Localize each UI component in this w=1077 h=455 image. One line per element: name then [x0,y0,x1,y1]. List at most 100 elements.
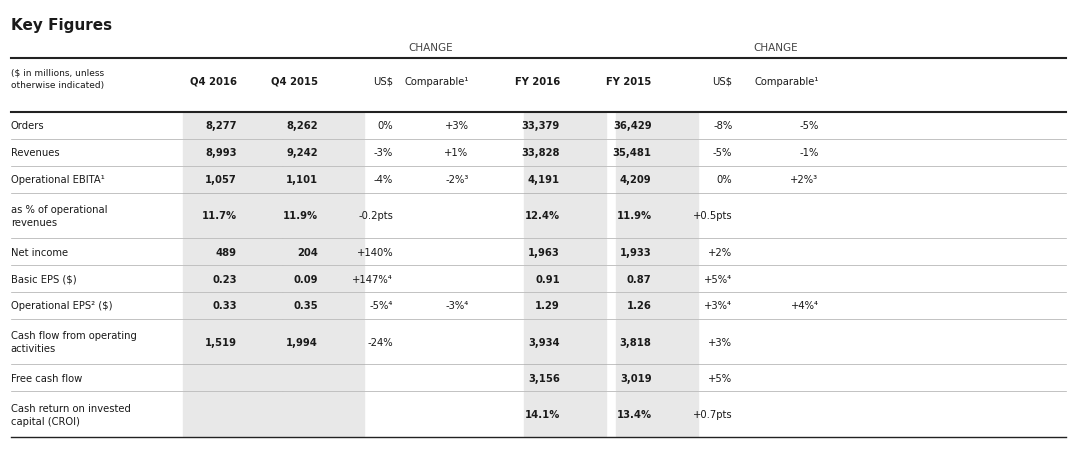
Text: as % of operational
revenues: as % of operational revenues [11,205,108,228]
Text: 4,191: 4,191 [528,175,560,185]
Bar [282,194,364,238]
Text: 4,209: 4,209 [620,175,652,185]
Text: 8,262: 8,262 [286,121,318,131]
Text: 1.29: 1.29 [535,301,560,311]
Text: +5%: +5% [709,373,732,383]
Text: 0.91: 0.91 [535,274,560,284]
Bar [183,114,283,139]
Bar [524,114,606,139]
Text: Cash return on invested
capital (CROI): Cash return on invested capital (CROI) [11,403,130,425]
Bar [282,114,364,139]
Bar [282,141,364,166]
Text: -1%: -1% [799,148,819,158]
Bar [183,366,283,390]
Text: 1,994: 1,994 [285,337,318,347]
Bar [282,240,364,265]
Text: 33,379: 33,379 [521,121,560,131]
Bar [524,240,606,265]
Bar [524,366,606,390]
Bar [616,267,698,291]
Bar [616,114,698,139]
Bar [282,167,364,192]
Bar [183,320,283,364]
Bar [616,293,698,318]
Bar [616,240,698,265]
Bar [183,293,283,318]
Bar [524,267,606,291]
Text: +4%⁴: +4%⁴ [791,301,819,311]
Text: Q4 2016: Q4 2016 [190,76,237,86]
Text: +140%: +140% [356,247,393,257]
Text: 14.1%: 14.1% [524,410,560,419]
Text: Revenues: Revenues [11,148,59,158]
Text: 489: 489 [216,247,237,257]
Text: +2%: +2% [709,247,732,257]
Text: -24%: -24% [367,337,393,347]
Bar [524,392,606,436]
Text: FY 2016: FY 2016 [515,76,560,86]
Text: 11.9%: 11.9% [616,211,652,221]
Text: 0.33: 0.33 [212,301,237,311]
Text: 33,828: 33,828 [521,148,560,158]
Text: +0.7pts: +0.7pts [693,410,732,419]
Text: +1%: +1% [445,148,468,158]
Text: FY 2015: FY 2015 [606,76,652,86]
Text: Basic EPS ($): Basic EPS ($) [11,274,76,284]
Text: Operational EPS² ($): Operational EPS² ($) [11,301,112,311]
Text: +0.5pts: +0.5pts [693,211,732,221]
Text: +3%⁴: +3%⁴ [704,301,732,311]
Text: -3%⁴: -3%⁴ [445,301,468,311]
Text: 0%: 0% [716,175,732,185]
Bar [183,167,283,192]
Text: 0%: 0% [377,121,393,131]
Text: +5%⁴: +5%⁴ [704,274,732,284]
Text: 36,429: 36,429 [613,121,652,131]
Text: 12.4%: 12.4% [524,211,560,221]
Text: 0.87: 0.87 [627,274,652,284]
Bar [282,267,364,291]
Text: 3,156: 3,156 [528,373,560,383]
Text: CHANGE: CHANGE [408,43,453,53]
Text: 8,993: 8,993 [206,148,237,158]
Text: Operational EBITA¹: Operational EBITA¹ [11,175,104,185]
Text: +2%³: +2%³ [791,175,819,185]
Bar [183,392,283,436]
Text: 3,934: 3,934 [529,337,560,347]
Bar [183,240,283,265]
Text: 1,057: 1,057 [206,175,237,185]
Text: 11.7%: 11.7% [201,211,237,221]
Bar [616,366,698,390]
Bar [616,194,698,238]
Text: Comparable¹: Comparable¹ [754,76,819,86]
Bar [616,392,698,436]
Bar [524,167,606,192]
Text: 8,277: 8,277 [206,121,237,131]
Text: Orders: Orders [11,121,44,131]
Text: 1,101: 1,101 [285,175,318,185]
Bar [524,293,606,318]
Text: -5%⁴: -5%⁴ [369,301,393,311]
Text: -2%³: -2%³ [445,175,468,185]
Text: Key Figures: Key Figures [11,18,112,33]
Bar [524,320,606,364]
Text: 9,242: 9,242 [286,148,318,158]
Text: Cash flow from operating
activities: Cash flow from operating activities [11,330,137,353]
Bar [282,392,364,436]
Text: 0.23: 0.23 [212,274,237,284]
Bar [282,366,364,390]
Text: 0.35: 0.35 [293,301,318,311]
Text: 3,818: 3,818 [619,337,652,347]
Bar [183,141,283,166]
Text: 35,481: 35,481 [613,148,652,158]
Text: 0.09: 0.09 [293,274,318,284]
Text: 1,519: 1,519 [205,337,237,347]
Text: Q4 2015: Q4 2015 [270,76,318,86]
Text: Comparable¹: Comparable¹ [404,76,468,86]
Text: -5%: -5% [799,121,819,131]
Text: US$: US$ [373,76,393,86]
Bar [616,320,698,364]
Text: 1.26: 1.26 [627,301,652,311]
Text: -5%: -5% [713,148,732,158]
Text: 13.4%: 13.4% [616,410,652,419]
Bar [183,194,283,238]
